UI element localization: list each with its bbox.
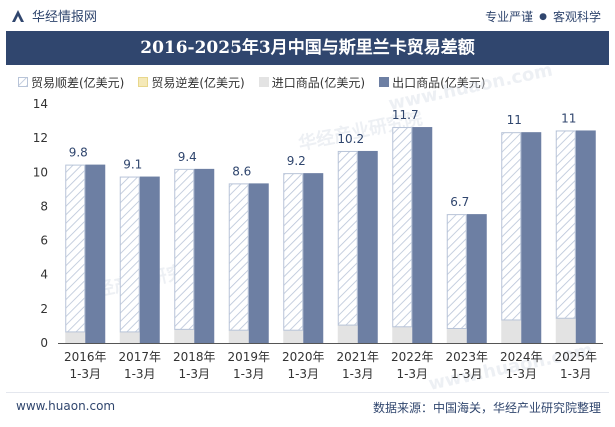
chart-legend: 贸易顺差(亿美元) 贸易逆差(亿美元) 进口商品(亿美元) 出口商品(亿美元) — [18, 72, 608, 92]
surplus-bar — [337, 150, 358, 326]
y-tick-label: 0 — [40, 336, 48, 350]
export-bar — [521, 132, 542, 343]
footer-url: www.huaon.com — [16, 399, 116, 413]
x-tick-label-period: 1-3月 — [124, 367, 156, 381]
surplus-bar — [283, 173, 304, 331]
x-tick-label-year: 2018年 — [173, 350, 216, 364]
legend-item-surplus: 贸易顺差(亿美元) — [18, 74, 124, 91]
surplus-data-label: 11.7 — [392, 108, 419, 122]
legend-item-deficit: 贸易逆差(亿美元) — [138, 74, 245, 91]
legend-label-deficit: 贸易逆差(亿美元) — [151, 75, 245, 90]
surplus-data-label: 11 — [507, 113, 522, 127]
x-tick-label-period: 1-3月 — [287, 367, 319, 381]
tagline-right: 客观科学 — [552, 10, 601, 24]
import-bar — [337, 325, 358, 343]
y-tick-label: 14 — [33, 97, 48, 111]
x-tick-label-year: 2023年 — [445, 350, 488, 364]
surplus-bar — [446, 214, 467, 329]
import-bar — [283, 330, 304, 343]
x-tick-label-period: 1-3月 — [560, 367, 592, 381]
export-bar — [248, 183, 269, 343]
surplus-bar — [392, 127, 413, 328]
y-tick-label: 6 — [40, 234, 48, 248]
legend-swatch-export — [379, 77, 390, 87]
surplus-data-label: 9.8 — [69, 146, 88, 160]
import-bar — [228, 330, 249, 343]
export-bar — [194, 168, 215, 343]
surplus-data-label: 9.2 — [287, 154, 306, 168]
y-tick-label: 12 — [33, 131, 48, 145]
x-tick-label-year: 2016年 — [64, 350, 107, 364]
footer-source: 数据来源：中国海关，华经产业研究院整理 — [372, 401, 601, 415]
export-bar — [139, 176, 160, 343]
brand-logo-icon — [10, 8, 26, 24]
export-bar — [466, 214, 487, 343]
brand-name: 华经情报网 — [32, 10, 98, 25]
x-tick-label-period: 1-3月 — [233, 367, 265, 381]
watermark-text: www.huaon.com — [387, 60, 555, 115]
surplus-data-label: 10.2 — [337, 132, 364, 146]
chart-title: 2016-2025年3月中国与斯里兰卡贸易差额 — [6, 31, 609, 65]
surplus-bar — [555, 130, 576, 319]
brand: 华经情报网 — [10, 6, 97, 25]
surplus-data-label: 11 — [561, 111, 576, 125]
surplus-data-label: 8.6 — [232, 164, 251, 178]
x-tick-label-year: 2025年 — [554, 350, 597, 364]
surplus-data-label: 9.1 — [123, 158, 142, 172]
y-tick-label: 4 — [40, 268, 48, 282]
legend-label-export: 出口商品(亿美元) — [392, 75, 486, 90]
x-tick-label-period: 1-3月 — [505, 367, 537, 381]
surplus-data-label: 6.7 — [450, 195, 469, 209]
y-tick-label: 8 — [40, 199, 48, 213]
x-tick-label-period: 1-3月 — [396, 367, 428, 381]
surplus-data-label: 9.4 — [178, 150, 197, 164]
top-bar: 华经情报网 专业严谨 ● 客观科学 — [0, 0, 615, 31]
legend-item-export: 出口商品(亿美元) — [379, 74, 486, 91]
legend-swatch-deficit — [138, 77, 149, 87]
import-bar — [392, 326, 413, 343]
legend-swatch-import — [258, 77, 269, 87]
export-bar — [357, 150, 378, 343]
x-tick-label-year: 2021年 — [336, 350, 379, 364]
tagline-left: 专业严谨 — [485, 10, 534, 24]
legend-label-import: 进口商品(亿美元) — [271, 75, 366, 90]
x-tick-label-period: 1-3月 — [69, 367, 101, 381]
x-tick-label-period: 1-3月 — [178, 367, 210, 381]
tagline: 专业严谨 ● 客观科学 — [485, 8, 601, 25]
surplus-bar — [501, 132, 522, 321]
import-bar — [65, 331, 86, 343]
import-bar — [555, 318, 576, 343]
import-bar — [446, 328, 467, 343]
legend-label-surplus: 贸易顺差(亿美元) — [31, 75, 125, 90]
import-bar — [501, 319, 522, 343]
x-tick-label-year: 2024年 — [500, 350, 543, 364]
x-tick-label-year: 2019年 — [227, 350, 270, 364]
footer-divider — [6, 392, 609, 393]
x-tick-label-year: 2017年 — [118, 350, 161, 364]
export-bar — [85, 164, 106, 343]
import-bar — [174, 329, 195, 343]
legend-swatch-surplus — [18, 77, 28, 87]
surplus-bar — [174, 168, 195, 330]
export-bar — [575, 130, 596, 343]
import-bar — [119, 331, 140, 343]
surplus-bar — [119, 176, 140, 333]
tagline-dot: ● — [539, 11, 547, 22]
export-bar — [412, 127, 433, 344]
surplus-bar — [65, 164, 86, 333]
y-tick-label: 2 — [40, 302, 48, 316]
x-tick-label-year: 2020年 — [282, 350, 325, 364]
x-tick-label-period: 1-3月 — [451, 367, 483, 381]
y-tick-label: 10 — [33, 165, 48, 179]
x-tick-label-period: 1-3月 — [342, 367, 374, 381]
export-bar — [303, 173, 324, 343]
legend-item-import: 进口商品(亿美元) — [258, 74, 366, 91]
surplus-bar — [228, 183, 249, 331]
x-tick-label-year: 2022年 — [391, 350, 434, 364]
